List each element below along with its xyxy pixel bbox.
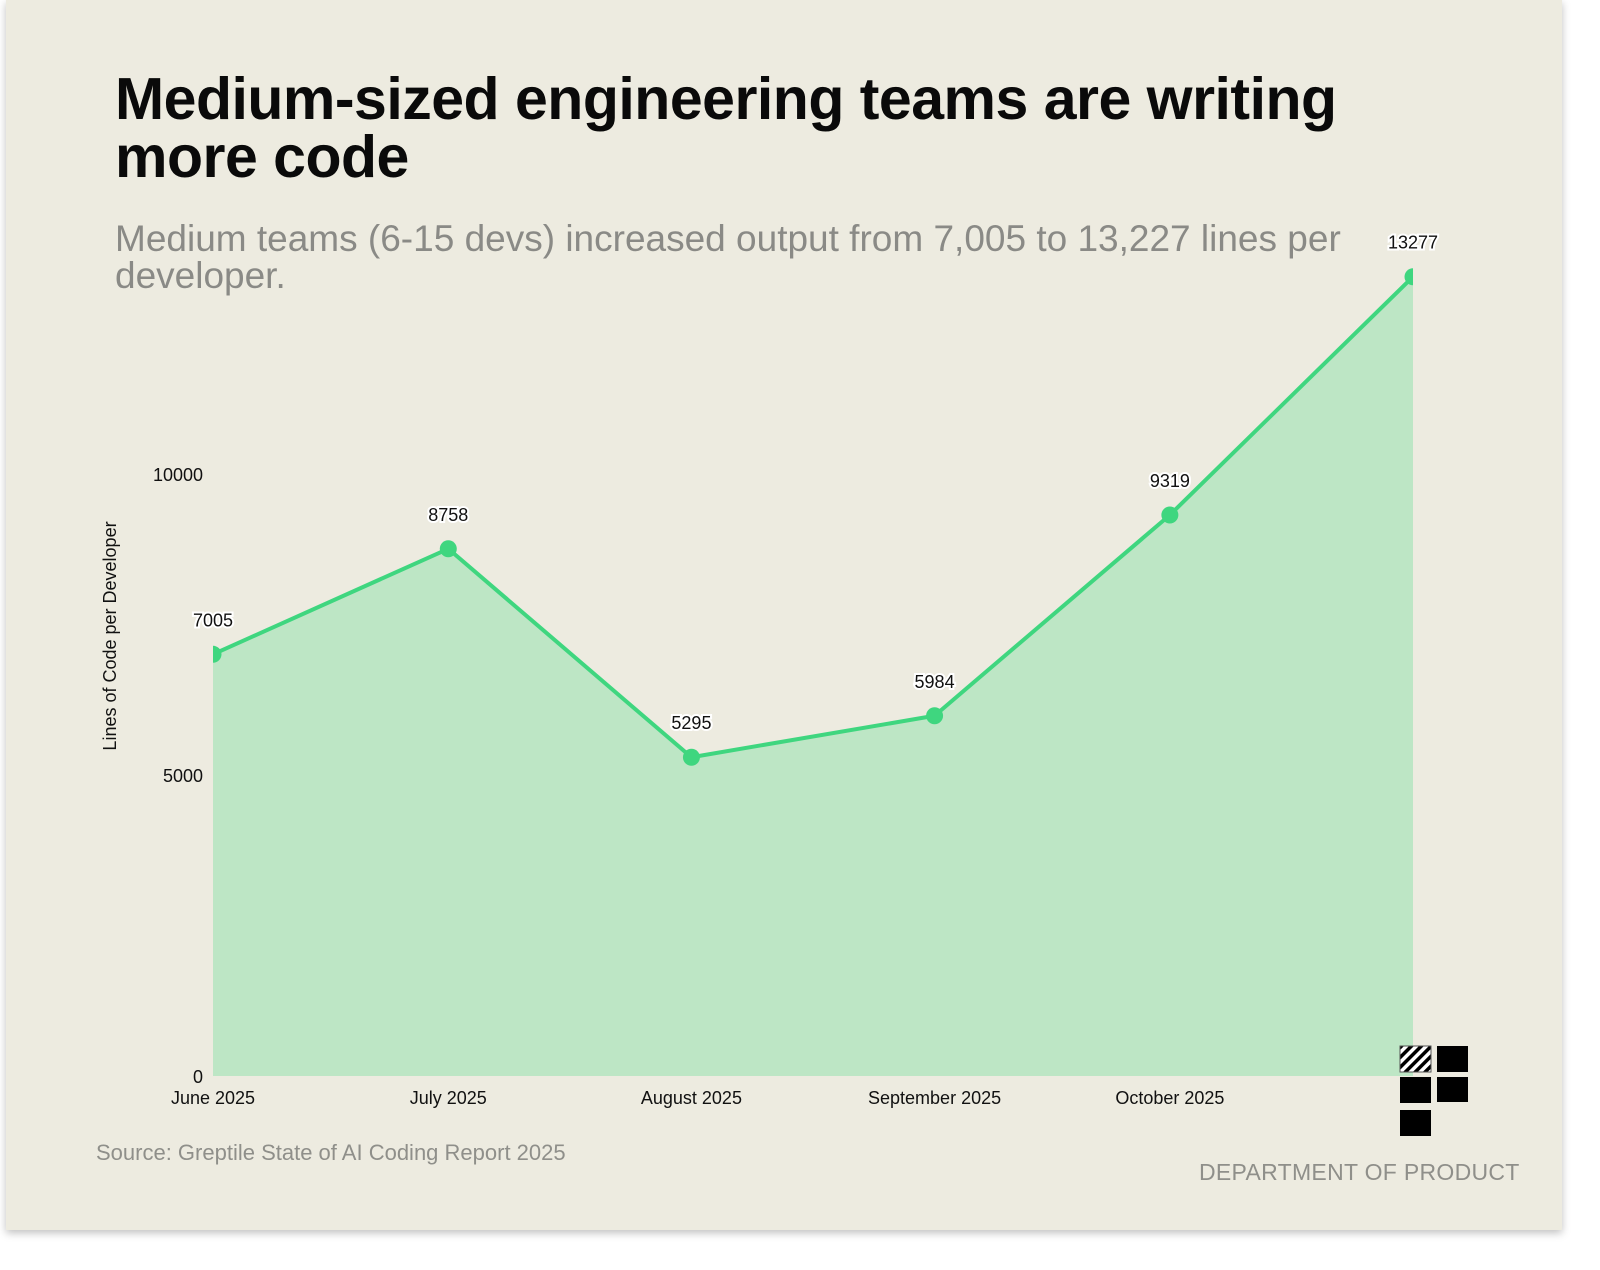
y-axis-label: Lines of Code per Developer — [100, 521, 120, 750]
x-tick-label: October 2025 — [1115, 1088, 1224, 1108]
source-note: Source: Greptile State of AI Coding Repo… — [96, 1140, 566, 1165]
x-tick-label: June 2025 — [171, 1088, 255, 1108]
chart-subtitle: Medium teams (6-15 devs) increased outpu… — [115, 218, 1341, 296]
x-tick-label: July 2025 — [410, 1088, 487, 1108]
chart-title: Medium-sized engineering teams are writi… — [115, 66, 1337, 190]
data-point — [1404, 268, 1413, 286]
data-point — [213, 645, 222, 663]
data-point — [682, 748, 700, 766]
data-point — [926, 707, 944, 725]
y-tick-label: 0 — [193, 1067, 203, 1087]
logo-block — [1437, 1046, 1468, 1072]
y-tick-label: 10000 — [153, 465, 203, 485]
series-line — [213, 275, 1413, 760]
y-tick-label: 5000 — [163, 766, 203, 786]
logo-block — [1400, 1110, 1431, 1136]
data-point — [1161, 506, 1179, 524]
data-label: 9319 — [1150, 471, 1190, 491]
x-tick-label: August 2025 — [641, 1088, 742, 1108]
data-label: 13277 — [1388, 233, 1438, 253]
logo-block — [1400, 1077, 1431, 1103]
data-point — [439, 540, 457, 558]
x-tick-label: September 2025 — [868, 1088, 1001, 1108]
logo-hatched-block — [1399, 1045, 1432, 1073]
brand-logo — [1399, 1045, 1468, 1136]
data-label: 7005 — [193, 610, 233, 630]
logo-block — [1437, 1077, 1468, 1102]
data-label: 8758 — [428, 505, 468, 525]
area-fill — [213, 276, 1413, 1076]
brand-name: DEPARTMENT OF PRODUCT — [1199, 1159, 1520, 1185]
data-label: 5295 — [671, 713, 711, 733]
data-label: 5984 — [915, 672, 955, 692]
